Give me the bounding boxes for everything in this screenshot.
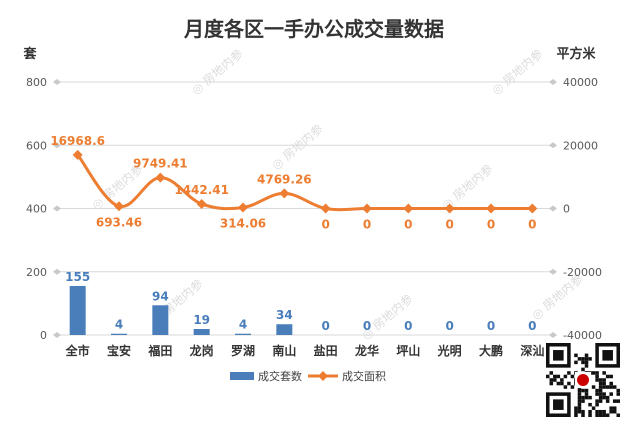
legend-bar-label: 成交套数: [258, 369, 302, 383]
line-point: [486, 203, 496, 214]
bar-value-label: 0: [321, 319, 329, 333]
line-value-label: 16968.6: [50, 134, 105, 148]
x-axis: 全市 宝安 福田 龙岗 罗湖 南山 盐田 龙华 坪山 光明 大鹏 深汕: [65, 343, 545, 358]
bar: [193, 328, 210, 335]
bar: [111, 333, 127, 335]
line-point: [444, 203, 455, 214]
legend-bar-swatch: [230, 372, 254, 380]
right-axis-label: 平方米: [556, 46, 596, 62]
category-label: 龙华: [355, 343, 379, 358]
line-value-label: 4769.26: [257, 172, 312, 186]
category-label: 光明: [437, 343, 462, 358]
line-point: [155, 172, 166, 183]
line-point: [238, 202, 248, 213]
bar-value-label: 155: [65, 270, 90, 284]
chart-title: 月度各区一手办公成交量数据: [183, 17, 444, 41]
left-tick-label: 400: [26, 203, 47, 216]
bar-value-label: 94: [152, 289, 169, 303]
category-label: 罗湖: [231, 343, 255, 358]
line-value-label: 314.06: [220, 217, 266, 231]
line-value-label: 1442.41: [174, 183, 229, 197]
category-label: 深汕: [520, 343, 544, 358]
watermark-text: ◎ 房地内参: [488, 46, 545, 98]
grid-end-marker: [549, 79, 557, 85]
category-label: 龙岗: [190, 343, 214, 358]
grid-end-marker: [549, 268, 557, 275]
left-axis-label: 套: [22, 46, 37, 62]
left-tick-label: 0: [40, 329, 47, 342]
line-point: [403, 203, 414, 214]
line-value-label: 9749.41: [133, 157, 188, 171]
grid-end-marker: [53, 142, 61, 149]
left-axis: 0 200 400 600 800: [26, 76, 47, 342]
bar-value-label: 4: [115, 318, 123, 332]
right-tick-label: 20000: [563, 139, 598, 152]
line-value-label: 0: [363, 218, 371, 232]
grid-end-marker: [53, 332, 61, 338]
category-label: 南山: [272, 343, 296, 358]
bar-value-label: 0: [404, 319, 412, 333]
right-tick-label: -40000: [563, 329, 602, 342]
right-tick-label: 0: [563, 203, 570, 216]
right-tick-label: 40000: [563, 76, 598, 89]
category-label: 大鹏: [479, 343, 503, 358]
right-tick-label: -20000: [563, 266, 602, 279]
line-value-label: 693.46: [96, 215, 142, 229]
bar-value-label: 0: [487, 319, 495, 333]
watermark-text: ◎ 房地内参: [438, 161, 495, 213]
line-value-label: 0: [445, 218, 453, 232]
category-label: 全市: [65, 343, 90, 358]
line-value-label: 0: [321, 218, 329, 232]
bar-value-label: 34: [276, 308, 293, 322]
line-value-label: 0: [487, 218, 495, 232]
qr-code: [546, 343, 620, 417]
left-tick-label: 200: [26, 266, 47, 279]
category-label: 福田: [147, 343, 172, 358]
bar: [276, 324, 293, 335]
line-point: [196, 198, 207, 209]
right-axis: -40000 -20000 0 20000 40000: [563, 76, 602, 342]
grid-end-marker: [53, 205, 61, 212]
line-point: [527, 203, 538, 214]
line-point: [72, 149, 83, 160]
bar-value-label: 4: [239, 318, 247, 332]
legend-line-marker: [318, 371, 328, 381]
bar-value-label: 0: [445, 319, 453, 333]
legend: 成交套数 成交面积: [230, 369, 386, 383]
grid-end-marker: [549, 142, 557, 149]
line-value-label: 0: [404, 218, 412, 232]
line-point: [362, 203, 372, 214]
line-point: [320, 203, 331, 214]
bar: [235, 333, 251, 335]
bar-series: 155 4 94 19 4 34 0 0 0 0 0 0: [65, 270, 537, 335]
line-value-label: 0: [528, 218, 536, 232]
line-point: [114, 201, 124, 212]
grid-end-marker: [53, 79, 61, 85]
bar: [69, 285, 86, 335]
bar-value-label: 0: [363, 319, 371, 333]
watermark-text: ◎ 房地内参: [268, 121, 325, 173]
category-label: 宝安: [107, 343, 131, 358]
grid-end-marker: [549, 332, 557, 338]
bar-value-label: 19: [193, 313, 210, 327]
grid-end-marker: [549, 205, 557, 212]
legend-line-label: 成交面积: [342, 369, 386, 383]
line-series: 16968.6 693.46 9749.41 1442.41 314.06 4769.26…: [50, 134, 538, 232]
grid-end-marker: [53, 268, 61, 275]
bar: [152, 305, 169, 335]
watermark-text: ◎ 房地内参: [188, 46, 245, 98]
bar-value-label: 0: [528, 319, 536, 333]
left-tick-label: 600: [26, 139, 47, 152]
left-tick-label: 800: [26, 76, 47, 89]
category-label: 盐田: [314, 343, 338, 358]
category-label: 坪山: [396, 343, 420, 358]
line-point: [279, 188, 290, 199]
